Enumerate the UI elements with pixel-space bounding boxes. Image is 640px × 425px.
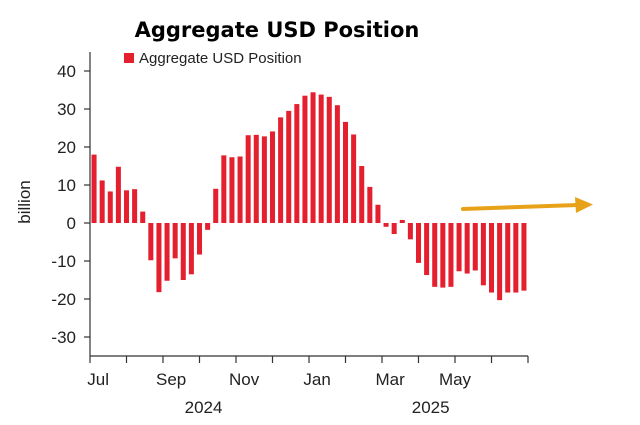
bar: [359, 166, 365, 223]
axes: [89, 52, 528, 357]
y-tick-label: 40: [57, 62, 76, 81]
bar: [302, 95, 308, 223]
arrow-right-icon: [461, 197, 593, 213]
bar: [156, 223, 162, 293]
legend-swatch: [124, 53, 134, 63]
bar: [334, 105, 340, 223]
bar: [213, 188, 219, 223]
bar: [367, 186, 373, 223]
bar: [278, 117, 284, 223]
y-tick-label: 10: [57, 176, 76, 195]
bar: [172, 223, 178, 259]
bar: [383, 223, 389, 227]
bar: [245, 135, 251, 223]
x-tick-label: May: [439, 370, 472, 389]
bar: [107, 191, 113, 223]
x-tick-label: Nov: [229, 370, 260, 389]
arrow-shaft: [461, 203, 580, 211]
bar: [456, 223, 462, 272]
bar: [318, 94, 324, 223]
bar: [488, 223, 495, 293]
x-tick-label: Jul: [87, 370, 109, 389]
bar: [196, 223, 203, 255]
x-axis: Jul Sep Nov Jan Mar May 2024 2025: [87, 356, 529, 417]
bar: [440, 223, 446, 288]
bar: [521, 223, 527, 291]
bar: [140, 211, 146, 223]
bar: [513, 223, 519, 293]
bar: [229, 157, 235, 223]
bar: [253, 134, 259, 223]
bar: [480, 223, 486, 286]
bar: [237, 156, 243, 223]
bar: [132, 189, 138, 223]
y-axis: 40 30 20 10 0 -10 -20 -30: [51, 62, 90, 347]
bar: [472, 223, 478, 271]
bar: [188, 223, 194, 275]
bar: [269, 131, 276, 223]
y-axis-title: billion: [15, 180, 34, 223]
y-tick-label: 0: [67, 214, 76, 233]
bar: [424, 223, 430, 276]
y-tick-label: 20: [57, 138, 76, 157]
x-tick-label: Jan: [303, 370, 330, 389]
bar: [294, 104, 300, 223]
bar: [164, 223, 170, 281]
legend-label: Aggregate USD Position: [139, 50, 302, 67]
y-tick-label: 30: [57, 100, 76, 119]
bar: [497, 223, 503, 301]
bar: [415, 223, 422, 263]
bar: [286, 110, 292, 223]
bar: [505, 223, 511, 293]
bar: [115, 166, 121, 223]
y-tick-label: -10: [51, 252, 76, 271]
year-label: 2024: [185, 398, 223, 417]
x-tick-label: Mar: [375, 370, 405, 389]
bars: [91, 92, 527, 301]
legend: Aggregate USD Position: [124, 50, 302, 67]
arrow-head: [575, 197, 593, 213]
bar: [99, 180, 105, 223]
bar: [91, 154, 97, 223]
bar: [123, 190, 130, 223]
bar: [310, 92, 316, 223]
bar: [399, 219, 405, 223]
bar: [351, 134, 357, 223]
bar: [375, 204, 381, 223]
bar: [407, 223, 413, 240]
y-tick-label: -30: [51, 328, 76, 347]
bar: [464, 223, 470, 274]
bar: [148, 223, 154, 261]
year-label: 2025: [412, 398, 450, 417]
bar: [448, 223, 454, 287]
y-tick-label: -20: [51, 290, 76, 309]
bar: [342, 121, 349, 223]
bar: [180, 223, 186, 280]
bar: [205, 223, 211, 230]
bar: [432, 223, 438, 287]
bar: [221, 155, 227, 223]
bar: [326, 96, 332, 223]
bar: [261, 136, 267, 223]
chart-title: Aggregate USD Position: [135, 18, 420, 42]
x-tick-label: Sep: [156, 370, 186, 389]
bar: [391, 223, 397, 235]
